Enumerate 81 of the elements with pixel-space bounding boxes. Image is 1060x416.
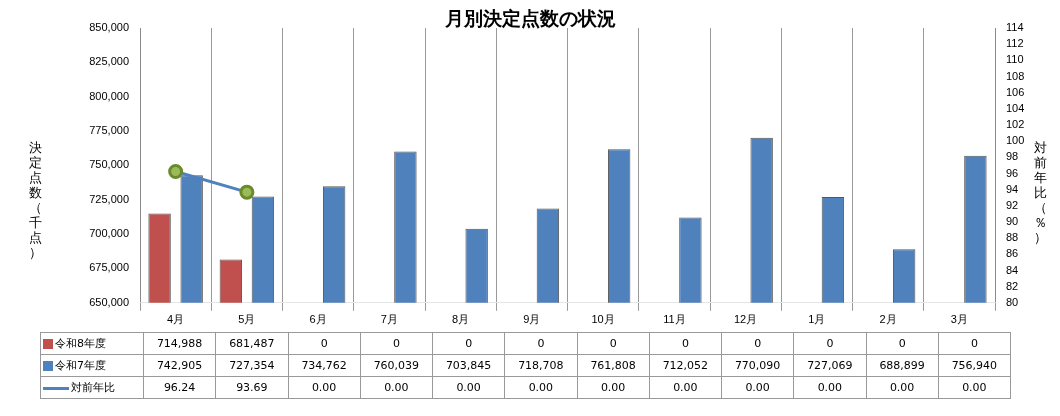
legend-label: 対前年比 xyxy=(40,376,144,399)
y2-tick-label: 96 xyxy=(1006,166,1019,179)
text: 0.00 xyxy=(456,381,481,394)
y-tick-label: 800,000 xyxy=(89,89,129,102)
x-tick-label: 6月 xyxy=(309,313,327,326)
text: 0 xyxy=(537,337,545,350)
text: 0.00 xyxy=(311,381,337,394)
y2-tick-label: 94 xyxy=(1006,182,1019,195)
y2-tick-label: 110 xyxy=(1006,53,1024,66)
data-label: 756,940 xyxy=(938,354,1011,377)
data-label: 681,487 xyxy=(215,332,288,355)
text: 0 xyxy=(898,337,906,350)
legend-label: 令和8年度 xyxy=(40,332,144,355)
x-tick-label: 3月 xyxy=(950,313,968,326)
y-tick-label: 700,000 xyxy=(89,227,129,240)
y-tick-label: 725,000 xyxy=(89,192,129,205)
text: 0.00 xyxy=(528,381,554,394)
y2-tick-label: 114 xyxy=(1006,21,1024,34)
x-tick-label: 12月 xyxy=(734,313,758,326)
text: 0.00 xyxy=(889,381,915,394)
text: 0.00 xyxy=(817,381,843,394)
y2-tick-label: 92 xyxy=(1006,198,1019,211)
data-label: 761,808 xyxy=(577,354,650,377)
y2-tick-label: 102 xyxy=(1006,118,1025,131)
text: 0.00 xyxy=(745,381,770,394)
data-label: 718,708 xyxy=(504,354,577,377)
y2-tick-label: 84 xyxy=(1006,263,1019,276)
y-tick-label: 825,000 xyxy=(89,55,129,68)
data-label: 714,988 xyxy=(143,332,216,355)
y2-tick-label: 104 xyxy=(1006,101,1025,114)
text: 0.00 xyxy=(384,381,409,394)
data-label: 703,845 xyxy=(432,354,505,377)
y2-axis-title: 対前年比（％） xyxy=(1032,140,1048,245)
data-label: 93.69 xyxy=(215,376,288,399)
data-label: 742,905 xyxy=(143,354,216,377)
x-tick-label: 10月 xyxy=(591,313,615,326)
text: 0 xyxy=(465,337,473,350)
text: 0 xyxy=(826,337,834,350)
y2-tick-label: 80 xyxy=(1006,295,1019,308)
y2-tick-label: 86 xyxy=(1006,247,1019,260)
data-label: 688,899 xyxy=(866,354,939,377)
text: 0.00 xyxy=(673,381,698,394)
y-tick-label: 850,000 xyxy=(89,21,129,34)
chart-title: 月別決定点数の状況 xyxy=(444,7,616,29)
data-label: 760,039 xyxy=(360,354,433,377)
x-tick-label: 9月 xyxy=(523,313,541,326)
x-tick-label: 1月 xyxy=(808,313,826,326)
x-tick-label: 11月 xyxy=(663,313,686,326)
y2-tick-label: 88 xyxy=(1006,231,1019,244)
text: 0 xyxy=(392,337,400,350)
y-tick-label: 650,000 xyxy=(89,295,129,308)
y2-tick-label: 100 xyxy=(1006,134,1025,147)
data-label: 96.24 xyxy=(143,376,216,399)
data-label: 727,069 xyxy=(793,354,866,377)
y-axis-title: 決定点数（千点） xyxy=(27,140,43,260)
x-tick-label: 5月 xyxy=(238,313,256,326)
x-tick-label: 7月 xyxy=(380,313,398,326)
text: 0.00 xyxy=(962,381,987,394)
y2-tick-label: 98 xyxy=(1006,150,1019,163)
legend-label: 令和7年度 xyxy=(40,354,144,377)
y2-tick-label: 108 xyxy=(1006,69,1025,82)
text: 0 xyxy=(681,337,689,350)
x-tick-label: 2月 xyxy=(879,313,897,326)
text: 0.00 xyxy=(600,381,626,394)
y2-tick-label: 106 xyxy=(1006,85,1025,98)
y-tick-label: 775,000 xyxy=(89,124,129,137)
x-tick-label: 4月 xyxy=(167,313,185,326)
y-tick-label: 750,000 xyxy=(89,158,129,171)
y-tick-label: 675,000 xyxy=(89,261,129,274)
data-label: 770,090 xyxy=(721,354,794,377)
x-tick-label: 8月 xyxy=(452,313,470,326)
data-label: 712,052 xyxy=(649,354,722,377)
data-label: 734,762 xyxy=(288,354,361,377)
text: 0 xyxy=(970,337,978,350)
y2-tick-label: 112 xyxy=(1006,37,1024,50)
y2-tick-label: 90 xyxy=(1006,215,1019,228)
data-label: 727,354 xyxy=(215,354,288,377)
text: 0 xyxy=(754,337,762,350)
text: 0 xyxy=(609,337,617,350)
text: 0 xyxy=(320,337,328,350)
y2-tick-label: 82 xyxy=(1006,279,1019,292)
